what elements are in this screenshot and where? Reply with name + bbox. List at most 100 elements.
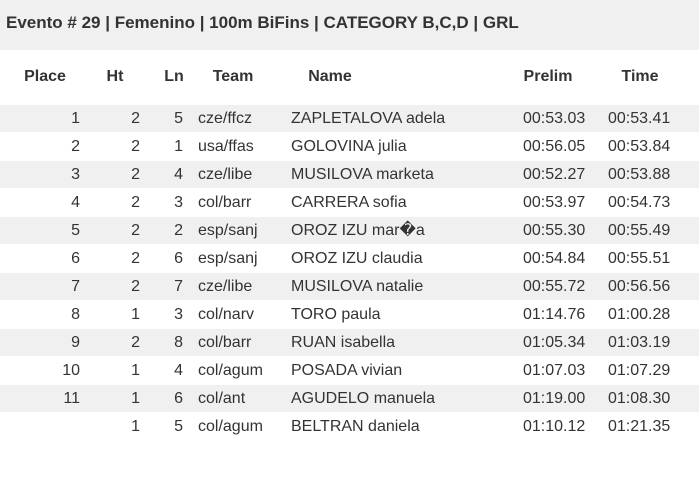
- table-row: 8 1 3 col/narv TORO paula 01:14.76 01:00.28: [0, 300, 699, 328]
- table-row: 3 2 4 cze/libe MUSILOVA marketa 00:52.27 00:53…: [0, 160, 699, 188]
- table-cell: 2: [174, 222, 183, 239]
- table-cell: 01:07.03: [523, 362, 586, 379]
- table-cell: 01:14.76: [523, 306, 586, 323]
- column-header: Time: [621, 68, 659, 85]
- table-cell: cze/libe: [198, 278, 253, 295]
- table-cell: cze/ffcz: [198, 110, 252, 127]
- table-cell: MUSILOVA natalie: [291, 278, 424, 295]
- page-title: Evento # 29 | Femenino | 100m BiFins | C…: [6, 13, 519, 32]
- table-cell: 01:05.34: [523, 334, 586, 351]
- table-cell: 6: [71, 250, 80, 267]
- table-cell: 4: [174, 362, 183, 379]
- table-cell: 01:08.30: [608, 390, 671, 407]
- table-cell: 2: [71, 138, 80, 155]
- table-cell: 8: [71, 306, 80, 323]
- table-cell: 10: [62, 362, 80, 379]
- table-row: 10 1 4 col/agum POSADA vivian 01:07.03 01:07.2…: [0, 356, 699, 384]
- table-cell: 7: [174, 278, 183, 295]
- table-row: 2 2 1 usa/ffas GOLOVINA julia 00:56.05 00:53.8…: [0, 132, 699, 160]
- table-cell: 1: [131, 390, 140, 407]
- table-cell: 01:21.35: [608, 418, 671, 435]
- table-cell: 01:00.28: [608, 306, 671, 323]
- table-cell: ZAPLETALOVA adela: [291, 110, 446, 127]
- column-header: Prelim: [523, 68, 573, 85]
- table-cell: 00:55.51: [608, 250, 671, 267]
- table-cell: 00:53.88: [608, 166, 671, 183]
- table-cell: 2: [131, 166, 140, 183]
- table-cell: MUSILOVA marketa: [291, 166, 434, 183]
- column-header: Ht: [106, 68, 124, 85]
- table-cell: col/barr: [198, 194, 252, 211]
- table-cell: 2: [131, 194, 140, 211]
- table-cell: col/ant: [198, 390, 246, 407]
- table-row: 6 2 6 esp/sanj OROZ IZU claudia 00:54.84 00:55…: [0, 244, 699, 272]
- table-cell: POSADA vivian: [291, 362, 403, 379]
- table-cell: 00:55.49: [608, 222, 671, 239]
- table-cell: 9: [71, 334, 80, 351]
- table-cell: AGUDELO manuela: [291, 390, 436, 407]
- table-cell: 00:54.73: [608, 194, 671, 211]
- table-row: 4 2 3 col/barr CARRERA sofia 00:53.97 00:54.73: [0, 188, 699, 216]
- table-cell: col/barr: [198, 334, 252, 351]
- column-header: Team: [212, 68, 254, 85]
- table-cell: 2: [131, 250, 140, 267]
- table-cell: 01:03.19: [608, 334, 671, 351]
- table-cell: 1: [174, 138, 183, 155]
- table-cell: 00:52.27: [523, 166, 586, 183]
- table-cell: 00:53.41: [608, 110, 671, 127]
- table-cell: esp/sanj: [198, 222, 258, 239]
- table-cell: 5: [174, 418, 183, 435]
- table-row: 9 2 8 col/barr RUAN isabella 01:05.34 01:03.19: [0, 328, 699, 356]
- table-cell: 00:53.84: [608, 138, 671, 155]
- table-cell: 00:53.03: [523, 110, 586, 127]
- table-cell: 3: [174, 306, 183, 323]
- column-header: Ln: [164, 68, 184, 85]
- table-cell: 2: [131, 110, 140, 127]
- table-cell: 2: [131, 334, 140, 351]
- table-cell: col/agum: [198, 362, 263, 379]
- table-cell: 01:10.12: [523, 418, 586, 435]
- table-cell: 01:19.00: [523, 390, 586, 407]
- table-cell: BELTRAN daniela: [291, 418, 420, 435]
- title-bar: Evento # 29 | Femenino | 100m BiFins | C…: [0, 0, 699, 50]
- table-cell: GOLOVINA julia: [291, 138, 407, 155]
- table-row: 1 5 col/agum BELTRAN daniela 01:10.12 01:21.3…: [0, 412, 699, 440]
- table-cell: 5: [71, 222, 80, 239]
- table-cell: 00:56.05: [523, 138, 586, 155]
- table-cell: 2: [131, 138, 140, 155]
- table-cell: 1: [71, 110, 80, 127]
- table-cell: col/agum: [198, 418, 263, 435]
- table-cell: 6: [174, 390, 183, 407]
- table-cell: 00:56.56: [608, 278, 671, 295]
- table-cell: 00:55.72: [523, 278, 586, 295]
- table-cell: TORO paula: [291, 306, 381, 323]
- table-cell: 8: [174, 334, 183, 351]
- table-cell: esp/sanj: [198, 250, 258, 267]
- table-cell: 00:55.30: [523, 222, 586, 239]
- column-header: Name: [308, 68, 352, 85]
- table-cell: 5: [174, 110, 183, 127]
- table-row: 1 2 5 cze/ffcz ZAPLETALOVA adela 00:53.03 00:5…: [0, 104, 699, 132]
- table-cell: 2: [131, 222, 140, 239]
- table-cell: 7: [71, 278, 80, 295]
- table-cell: 1: [131, 418, 140, 435]
- table-cell: 3: [71, 166, 80, 183]
- table-cell: cze/libe: [198, 166, 253, 183]
- table-row: 5 2 2 esp/sanj OROZ IZU mar�a 00:55.30 00:55.4…: [0, 216, 699, 244]
- table-cell: 4: [71, 194, 80, 211]
- table-cell: 00:53.97: [523, 194, 586, 211]
- table-cell: 00:54.84: [523, 250, 586, 267]
- table-cell: CARRERA sofia: [291, 194, 407, 211]
- table-cell: 1: [131, 306, 140, 323]
- table-cell: RUAN isabella: [291, 334, 396, 351]
- table-row: 11 1 6 col/ant AGUDELO manuela 01:19.00 01:08.…: [0, 384, 699, 412]
- table-row: 7 2 7 cze/libe MUSILOVA natalie 00:55.72 00:56…: [0, 272, 699, 300]
- table-cell: usa/ffas: [198, 138, 254, 155]
- table-cell: 4: [174, 166, 183, 183]
- table-cell: 2: [131, 278, 140, 295]
- table-cell: 11: [63, 390, 80, 407]
- table-cell: 1: [131, 362, 140, 379]
- table-cell: col/narv: [198, 306, 255, 323]
- table-cell: 6: [174, 250, 183, 267]
